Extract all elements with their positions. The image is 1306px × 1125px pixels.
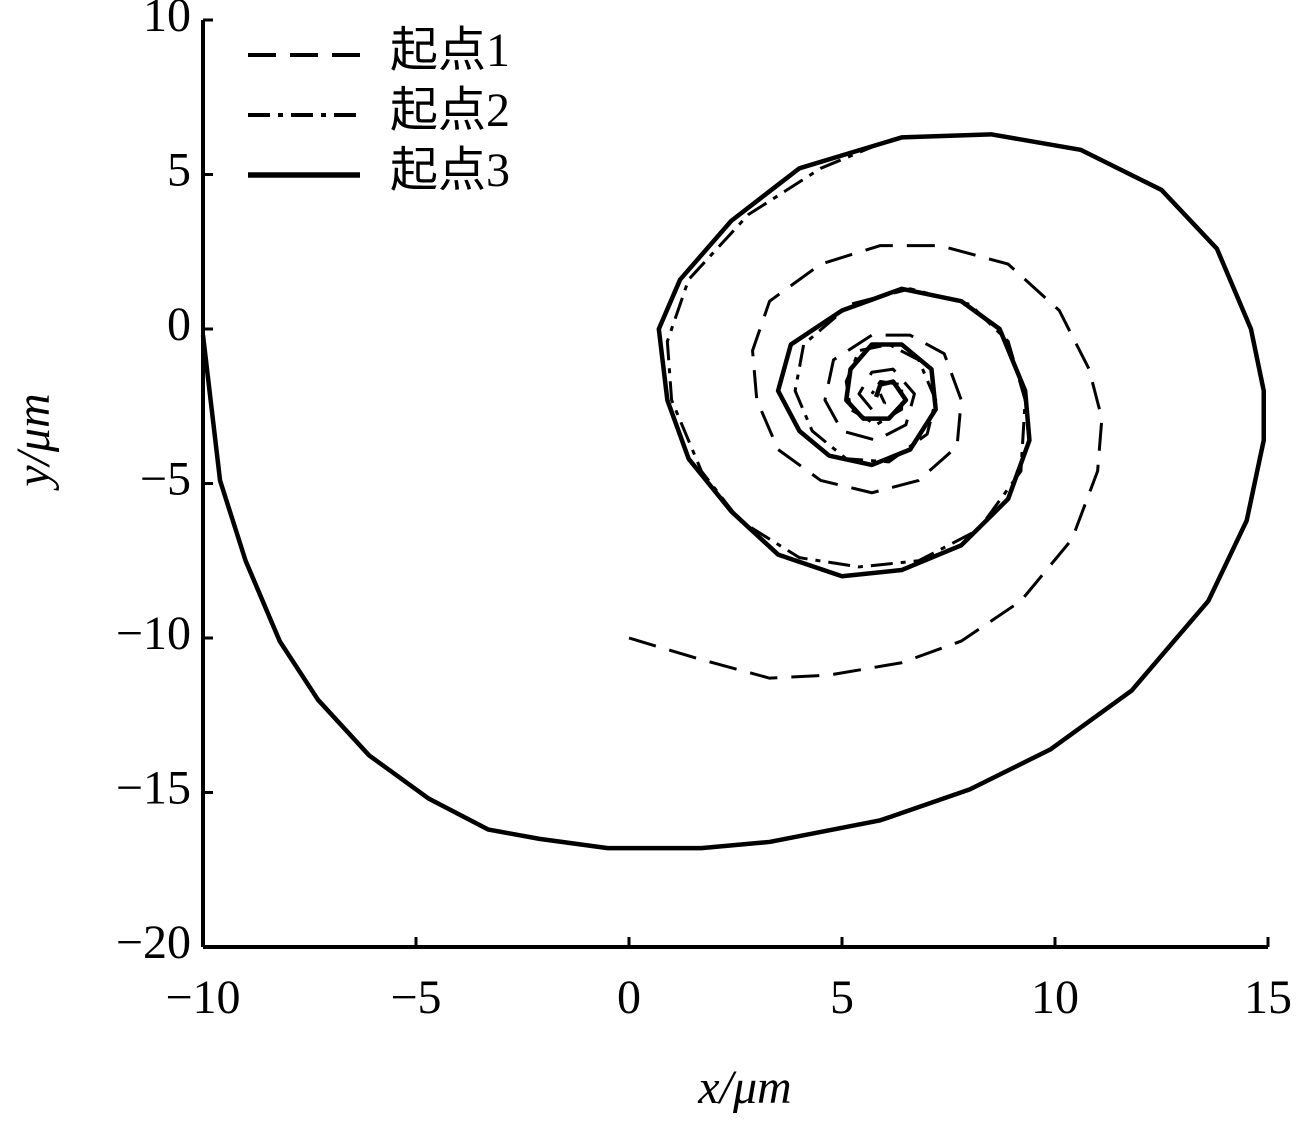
y-tick-label: 0 xyxy=(167,298,191,351)
x-tick-label: −5 xyxy=(390,971,441,1024)
legend-label: 起点2 xyxy=(390,84,510,137)
y-tick-label: −20 xyxy=(116,916,191,969)
y-tick-label: 10 xyxy=(143,0,191,42)
y-tick-label: −10 xyxy=(116,607,191,660)
series-line xyxy=(665,142,1027,569)
series-line xyxy=(200,132,1266,851)
y-tick-label: −5 xyxy=(140,453,191,506)
y-tick-label: −15 xyxy=(116,762,191,815)
x-tick-label: 10 xyxy=(1031,971,1079,1024)
x-tick-label: 15 xyxy=(1244,971,1292,1024)
legend-label: 起点1 xyxy=(390,24,510,77)
x-axis-label: x/μm xyxy=(697,1061,791,1114)
y-tick-label: 5 xyxy=(167,144,191,197)
y-axis-label: y/μm xyxy=(7,393,60,491)
x-tick-label: 5 xyxy=(830,971,854,1024)
x-tick-label: −10 xyxy=(165,971,240,1024)
x-tick-label: 0 xyxy=(617,971,641,1024)
series-line xyxy=(628,244,1104,680)
legend-label: 起点3 xyxy=(390,144,510,197)
